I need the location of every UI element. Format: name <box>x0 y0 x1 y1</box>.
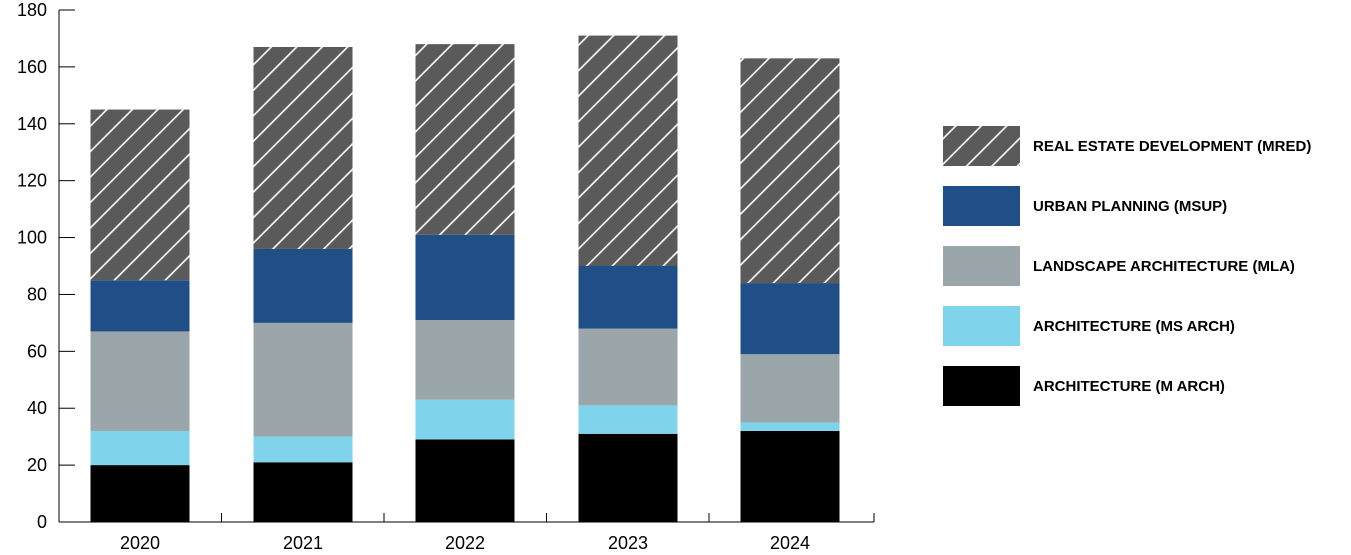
bar-segment-2024-2 <box>740 422 840 431</box>
legend-item: LANDSCAPE ARCHITECTURE (MLA) <box>943 246 1343 286</box>
bar-segment-2024-1 <box>740 430 840 522</box>
x-tick-label: 2024 <box>770 533 810 553</box>
legend-label: ARCHITECTURE (MS ARCH) <box>1033 317 1235 335</box>
bar-segment-2021-1 <box>253 462 353 522</box>
legend-swatch <box>943 306 1020 346</box>
legend-swatch <box>943 126 1020 166</box>
legend-item: ARCHITECTURE (MS ARCH) <box>943 306 1343 346</box>
y-tick-label: 60 <box>27 341 47 361</box>
legend-label: REAL ESTATE DEVELOPMENT (MRED) <box>1033 137 1312 155</box>
y-tick-label: 160 <box>17 57 47 77</box>
x-tick-label: 2020 <box>120 533 160 553</box>
bar-segment-2021-5 <box>253 46 353 249</box>
bar-segment-2023-3 <box>578 328 678 406</box>
x-tick-label: 2023 <box>608 533 648 553</box>
legend-item: URBAN PLANNING (MSUP) <box>943 186 1343 226</box>
bar-segment-2021-4 <box>253 248 353 323</box>
bar-segment-2023-4 <box>578 266 678 329</box>
bar-segment-2024-4 <box>740 283 840 355</box>
y-tick-label: 100 <box>17 228 47 248</box>
bar-segment-2020-1 <box>90 465 190 522</box>
y-tick-label: 140 <box>17 114 47 134</box>
bar-segment-2022-1 <box>415 439 515 522</box>
bar-segment-2022-5 <box>415 44 515 235</box>
y-axis: 0 20 40 60 80 100 120 140 160 180 <box>17 0 75 532</box>
bars-group <box>90 35 840 522</box>
legend-swatch <box>943 246 1020 286</box>
y-tick-label: 80 <box>27 284 47 304</box>
legend-label: ARCHITECTURE (M ARCH) <box>1033 377 1225 395</box>
y-tick-label: 120 <box>17 171 47 191</box>
bar-segment-2023-5 <box>578 35 678 266</box>
bar-segment-2022-2 <box>415 399 515 440</box>
legend-item: REAL ESTATE DEVELOPMENT (MRED) <box>943 126 1343 166</box>
bar-segment-2020-4 <box>90 280 190 332</box>
y-tick-label: 20 <box>27 455 47 475</box>
y-tick-label: 40 <box>27 398 47 418</box>
x-tick-label: 2021 <box>283 533 323 553</box>
bar-segment-2022-4 <box>415 234 515 321</box>
legend-item: ARCHITECTURE (M ARCH) <box>943 366 1343 406</box>
x-tick-label: 2022 <box>445 533 485 553</box>
legend-swatch <box>943 366 1020 406</box>
bar-segment-2020-3 <box>90 331 190 431</box>
bar-segment-2024-5 <box>740 58 840 284</box>
legend: REAL ESTATE DEVELOPMENT (MRED) URBAN PLAN… <box>943 126 1343 426</box>
bar-segment-2021-2 <box>253 436 353 463</box>
bar-segment-2023-2 <box>578 405 678 434</box>
legend-label: LANDSCAPE ARCHITECTURE (MLA) <box>1033 257 1295 275</box>
legend-swatch <box>943 186 1020 226</box>
bar-segment-2021-3 <box>253 322 353 437</box>
bar-segment-2023-1 <box>578 433 678 522</box>
bar-segment-2024-3 <box>740 354 840 423</box>
bar-segment-2020-5 <box>90 109 190 281</box>
y-tick-label: 180 <box>17 0 47 20</box>
legend-label: URBAN PLANNING (MSUP) <box>1033 197 1228 215</box>
y-tick-label: 0 <box>37 512 47 532</box>
bar-segment-2020-2 <box>90 430 190 466</box>
bar-segment-2022-3 <box>415 320 515 400</box>
